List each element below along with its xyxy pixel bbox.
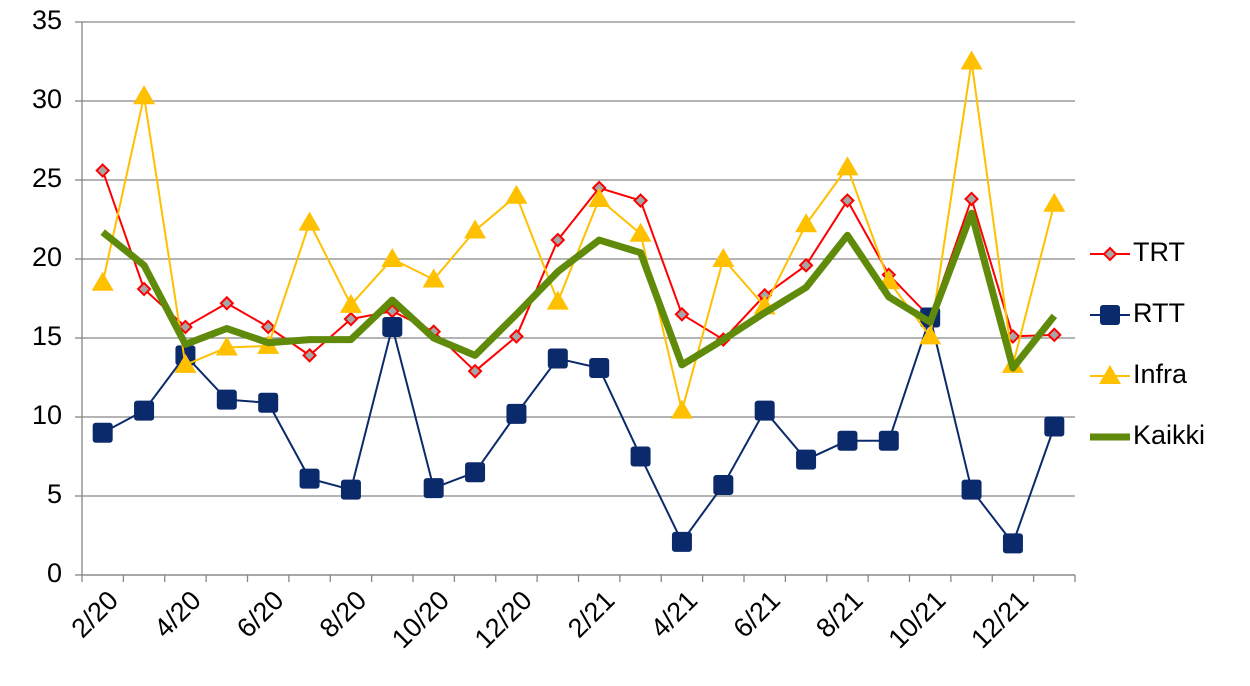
x-tick-label: 10/20 (386, 585, 455, 654)
marker (1002, 533, 1023, 554)
marker (837, 430, 858, 451)
line (101, 170, 1055, 373)
marker (506, 403, 527, 424)
line (101, 60, 1056, 412)
marker (467, 363, 483, 379)
x-tick-label: 12/20 (469, 585, 538, 654)
marker (298, 211, 321, 231)
line (102, 316, 1056, 545)
marker (136, 281, 152, 297)
x-tick-label: 2/21 (562, 585, 620, 643)
marker (960, 50, 983, 70)
marker (382, 316, 403, 337)
marker (961, 479, 982, 500)
marker (1099, 365, 1121, 384)
x-tick-label: 4/21 (645, 585, 703, 643)
marker (588, 187, 611, 207)
marker (464, 219, 487, 239)
series (95, 163, 1062, 379)
marker (216, 389, 237, 410)
x-tick-label: 2/20 (66, 585, 124, 643)
marker (178, 319, 193, 335)
series (100, 209, 1058, 372)
marker (215, 336, 238, 356)
y-tick-label: 25 (32, 163, 62, 193)
marker (258, 392, 279, 413)
y-tick-label: 0 (47, 558, 62, 588)
marker (343, 311, 359, 327)
marker (219, 295, 235, 311)
marker (1100, 305, 1120, 325)
marker (670, 399, 693, 419)
legend-label: RTT (1133, 298, 1185, 328)
marker (964, 191, 979, 207)
marker (260, 319, 276, 335)
marker (671, 531, 692, 552)
marker (546, 290, 569, 310)
y-tick-label: 5 (47, 479, 62, 509)
x-tick-label: 8/21 (810, 585, 868, 643)
x-tick-label: 8/20 (314, 585, 372, 643)
marker (1102, 246, 1118, 262)
marker (340, 479, 361, 500)
marker (1043, 192, 1066, 212)
x-tick-label: 6/20 (231, 585, 289, 643)
marker (795, 213, 818, 233)
y-tick-label: 35 (32, 5, 62, 35)
y-tick-label: 10 (32, 400, 62, 430)
marker (547, 348, 568, 369)
marker (422, 268, 445, 288)
marker (630, 446, 651, 467)
legend-label: Infra (1133, 359, 1188, 389)
x-tick-label: 4/20 (148, 585, 206, 643)
marker (840, 193, 855, 208)
marker (836, 156, 859, 176)
marker (299, 468, 320, 489)
marker (91, 271, 114, 291)
marker (754, 400, 775, 421)
marker (505, 184, 528, 204)
marker (798, 257, 814, 273)
marker (174, 353, 197, 373)
y-tick-label: 30 (32, 84, 62, 114)
marker (381, 248, 404, 267)
marker (509, 329, 524, 344)
marker (713, 474, 734, 495)
marker (95, 163, 111, 178)
legend-label: TRT (1133, 237, 1185, 267)
y-tick-label: 15 (32, 321, 62, 351)
marker (589, 358, 610, 379)
marker (423, 478, 444, 499)
series (92, 307, 1065, 554)
marker (1046, 327, 1062, 343)
y-tick-label: 20 (32, 242, 62, 272)
marker (465, 462, 486, 483)
marker (339, 293, 362, 313)
marker (919, 325, 942, 345)
marker (629, 222, 652, 242)
marker (674, 306, 690, 322)
line (100, 209, 1058, 372)
marker (633, 193, 648, 208)
marker (796, 449, 817, 470)
marker (133, 85, 156, 105)
marker (1044, 416, 1065, 437)
marker (92, 422, 113, 443)
marker (550, 232, 566, 248)
marker (134, 400, 155, 421)
x-tick-label: 12/21 (965, 585, 1034, 654)
legend-label: Kaikki (1133, 420, 1205, 450)
x-tick-label: 6/21 (728, 585, 786, 643)
marker (302, 347, 317, 363)
marker (712, 248, 735, 267)
x-tick-label: 10/21 (882, 585, 951, 654)
marker (878, 430, 899, 451)
